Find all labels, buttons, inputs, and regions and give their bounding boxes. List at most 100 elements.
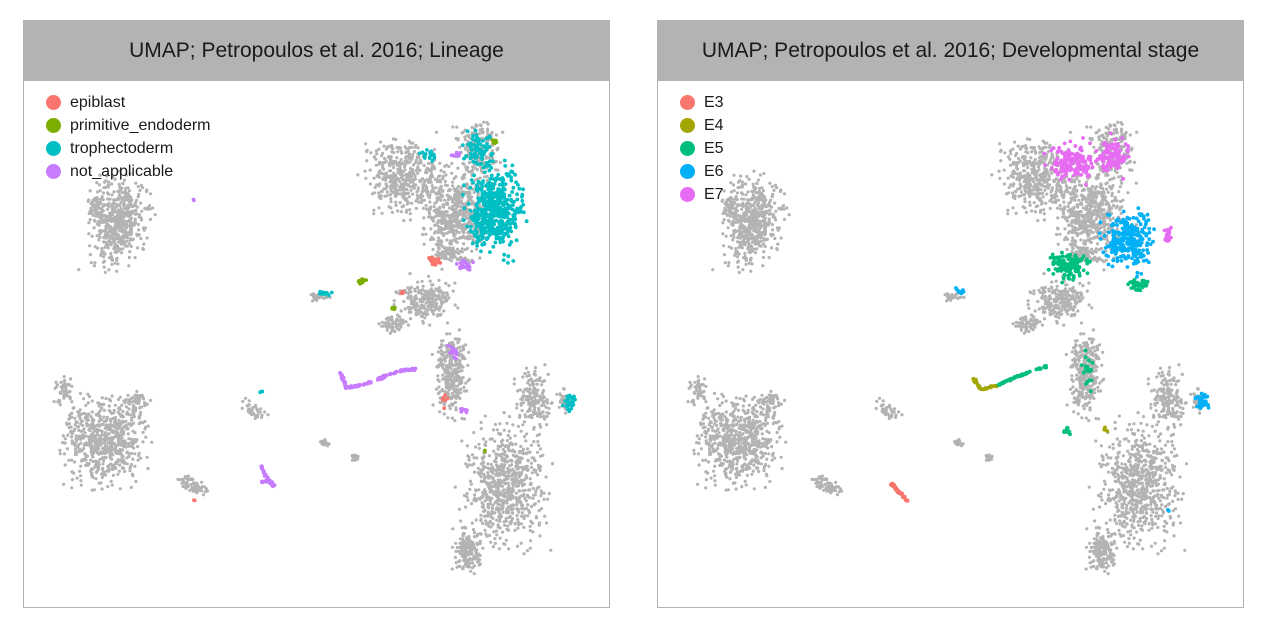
- background-cell-point: [452, 187, 456, 191]
- background-cell-point: [91, 213, 95, 217]
- background-cell-point: [124, 405, 129, 409]
- background-cell-point: [462, 417, 467, 421]
- background-cell-point: [417, 155, 421, 160]
- background-cell-point: [453, 400, 458, 404]
- background-cell-point: [266, 413, 270, 417]
- background-cell-point: [447, 206, 452, 210]
- background-cell-point: [561, 394, 566, 399]
- background-cell-point: [497, 547, 501, 551]
- background-cell-point: [512, 482, 516, 486]
- background-cell-point: [542, 497, 546, 501]
- background-cell-point: [124, 397, 128, 402]
- background-cell-point: [496, 491, 500, 495]
- data-point: [474, 187, 479, 192]
- background-cell-point: [90, 443, 94, 448]
- data-point: [482, 197, 486, 202]
- background-cell-point: [491, 545, 495, 549]
- background-cell-point: [443, 390, 447, 394]
- background-cell-point: [113, 208, 117, 212]
- background-cell-point: [394, 180, 398, 184]
- background-cell-point: [94, 203, 98, 207]
- background-cell-point: [83, 452, 87, 456]
- background-cell-point: [427, 212, 432, 216]
- data-point: [487, 145, 492, 149]
- background-cell-point: [107, 201, 111, 205]
- background-cell-point: [524, 415, 528, 419]
- background-cell-point: [500, 503, 504, 507]
- background-cell-point: [79, 474, 83, 478]
- background-cell-point: [493, 459, 497, 463]
- background-cell-point: [526, 381, 530, 385]
- background-cell-point: [391, 147, 395, 151]
- background-cell-point: [256, 413, 260, 417]
- background-cell-point: [519, 402, 523, 406]
- data-point: [563, 399, 568, 403]
- background-cell-point: [374, 149, 378, 153]
- background-cell-point: [428, 168, 432, 173]
- background-cell-point: [498, 422, 502, 426]
- background-cell-point: [113, 465, 117, 470]
- background-cell-point: [454, 250, 458, 254]
- background-cell-point: [129, 423, 133, 428]
- data-point: [510, 203, 515, 208]
- background-cell-point: [422, 227, 426, 231]
- background-cell-point: [534, 489, 538, 493]
- background-cell-point: [102, 180, 107, 184]
- background-cell-point: [90, 234, 94, 238]
- background-cell-point: [482, 464, 486, 468]
- background-cell-point: [118, 223, 122, 228]
- background-cell-point: [454, 541, 458, 545]
- background-cell-point: [470, 463, 474, 467]
- background-cell-point: [64, 383, 68, 387]
- background-cell-point: [146, 424, 150, 428]
- background-cell-point: [449, 397, 453, 401]
- background-cell-point: [439, 218, 443, 222]
- background-cell-point: [442, 291, 446, 295]
- background-cell-point: [515, 484, 519, 488]
- data-point: [475, 244, 479, 248]
- background-cell-point: [461, 344, 465, 348]
- data-point: [567, 409, 572, 414]
- background-cell-point: [537, 443, 541, 447]
- background-cell-point: [388, 164, 392, 168]
- background-cell-point: [470, 249, 474, 253]
- background-cell-point: [439, 401, 444, 405]
- background-cell-point: [540, 383, 544, 387]
- background-cell-point: [392, 303, 396, 307]
- background-cell-point: [96, 465, 101, 469]
- background-cell-point: [119, 458, 123, 462]
- background-cell-point: [493, 483, 497, 487]
- background-cell-point: [113, 261, 117, 265]
- background-cell-point: [203, 485, 207, 489]
- background-cell-point: [103, 203, 107, 207]
- background-cell-point: [521, 375, 525, 379]
- background-cell-point: [428, 323, 432, 327]
- background-cell-point: [522, 482, 527, 486]
- background-cell-point: [112, 190, 116, 194]
- background-cell-point: [472, 535, 477, 539]
- background-cell-point: [118, 487, 122, 491]
- background-cell-point: [462, 385, 466, 389]
- background-cell-point: [185, 485, 189, 489]
- background-cell-point: [458, 345, 462, 349]
- background-cell-point: [443, 214, 447, 218]
- background-cell-point: [528, 391, 532, 395]
- data-point: [259, 389, 264, 394]
- data-point: [487, 159, 492, 164]
- background-cell-point: [188, 488, 192, 492]
- background-cell-point: [466, 234, 470, 239]
- background-cell-point: [559, 393, 563, 397]
- background-cell-point: [478, 256, 482, 260]
- data-point: [569, 400, 574, 404]
- background-cell-point: [263, 410, 267, 414]
- background-cell-point: [121, 410, 125, 414]
- data-point: [570, 403, 575, 408]
- background-cell-point: [425, 185, 429, 189]
- background-cell-point: [439, 169, 443, 173]
- background-cell-point: [452, 176, 456, 181]
- background-cell-point: [502, 520, 506, 524]
- background-cell-point: [137, 422, 141, 426]
- background-cell-point: [460, 545, 464, 550]
- background-cell-point: [461, 552, 465, 556]
- background-cell-point: [122, 458, 126, 462]
